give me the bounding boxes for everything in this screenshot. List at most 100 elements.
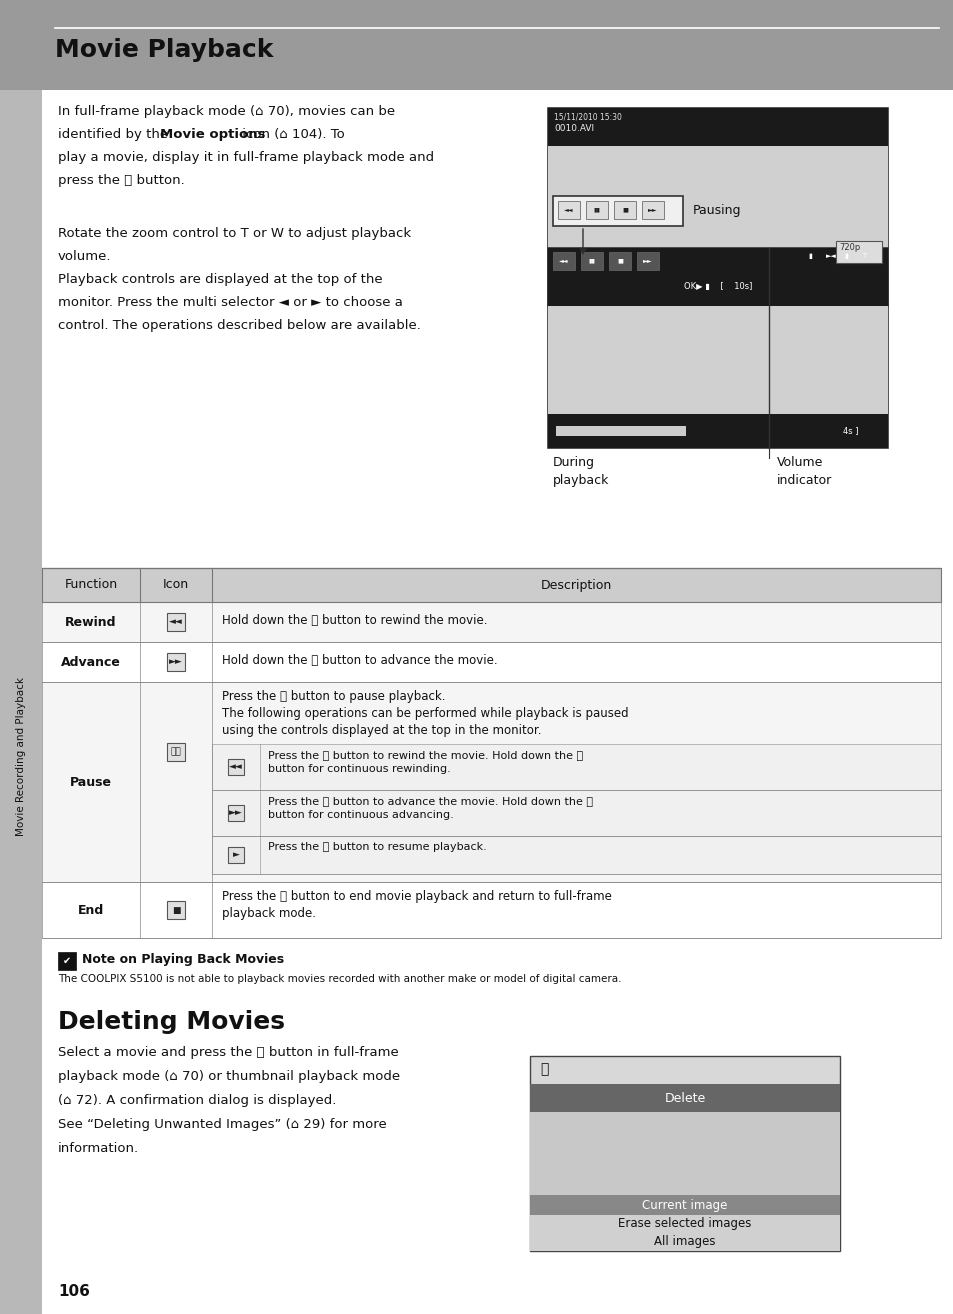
Text: using the controls displayed at the top in the monitor.: using the controls displayed at the top … <box>222 724 541 737</box>
Text: Advance: Advance <box>61 656 121 669</box>
Text: icon (⌂ 104). To: icon (⌂ 104). To <box>237 127 344 141</box>
Text: Rotate the zoom control to T or W to adjust playback: Rotate the zoom control to T or W to adj… <box>58 227 411 240</box>
Text: ▮: ▮ <box>843 254 847 259</box>
Text: ◄◄: ◄◄ <box>563 208 573 213</box>
Bar <box>585 201 607 219</box>
Text: 106: 106 <box>58 1284 90 1300</box>
Text: ►►: ►► <box>648 208 657 213</box>
Text: Playback controls are displayed at the top of the: Playback controls are displayed at the t… <box>58 273 382 286</box>
Text: ►: ► <box>233 850 239 859</box>
Text: ▮: ▮ <box>807 254 811 259</box>
Text: ◄◄: ◄◄ <box>169 618 183 627</box>
Text: ⎯⎯: ⎯⎯ <box>171 748 181 757</box>
Text: Erase selected images: Erase selected images <box>618 1218 751 1230</box>
Bar <box>42 882 940 938</box>
Bar <box>547 279 887 414</box>
Text: ◄◄: ◄◄ <box>558 259 568 264</box>
Bar <box>553 252 575 269</box>
Text: All images: All images <box>654 1235 715 1248</box>
Text: Press the ⒪ button to end movie playback and return to full-frame: Press the ⒪ button to end movie playback… <box>222 890 611 903</box>
Bar <box>553 196 682 226</box>
Text: button for continuous rewinding.: button for continuous rewinding. <box>268 763 450 774</box>
Text: play a movie, display it in full-frame playback mode and: play a movie, display it in full-frame p… <box>58 151 434 164</box>
Bar <box>580 252 602 269</box>
Text: Select a movie and press the 🗑 button in full-frame: Select a movie and press the 🗑 button in… <box>58 1046 398 1059</box>
Text: playback mode.: playback mode. <box>222 907 315 920</box>
Text: 0010.AVI: 0010.AVI <box>554 124 594 133</box>
Text: Press the ⒪ button to rewind the movie. Hold down the ⒪: Press the ⒪ button to rewind the movie. … <box>268 750 582 759</box>
Bar <box>0 0 953 89</box>
Bar <box>530 1215 840 1233</box>
Text: 720p: 720p <box>838 243 860 252</box>
Bar <box>556 426 656 436</box>
Bar <box>42 568 940 602</box>
Text: ▮▮: ▮▮ <box>593 208 599 213</box>
Bar <box>167 901 185 918</box>
Bar <box>547 146 887 272</box>
Text: Current image: Current image <box>641 1198 727 1212</box>
Bar <box>212 790 940 836</box>
Text: The following operations can be performed while playback is paused: The following operations can be performe… <box>222 707 628 720</box>
Bar <box>547 272 887 306</box>
Bar <box>530 1084 840 1112</box>
Text: ►►: ►► <box>642 259 652 264</box>
Bar <box>547 248 887 279</box>
Bar <box>530 1056 840 1251</box>
Text: monitor. Press the multi selector ◄ or ► to choose a: monitor. Press the multi selector ◄ or ►… <box>58 296 402 309</box>
Text: button for continuous advancing.: button for continuous advancing. <box>268 809 454 820</box>
Text: volume.: volume. <box>58 250 112 263</box>
Text: Press the ⒪ button to advance the movie. Hold down the ⒪: Press the ⒪ button to advance the movie.… <box>268 796 593 805</box>
Bar <box>556 426 685 436</box>
Text: 15/11/2010 15:30: 15/11/2010 15:30 <box>554 112 621 121</box>
Text: Delete: Delete <box>663 1092 705 1105</box>
Text: (⌂ 72). A confirmation dialog is displayed.: (⌂ 72). A confirmation dialog is display… <box>58 1095 336 1106</box>
Text: Function: Function <box>65 578 117 591</box>
Text: 🗑: 🗑 <box>539 1062 548 1076</box>
Text: Volume: Volume <box>776 456 822 469</box>
Bar <box>228 848 244 863</box>
Text: Icon: Icon <box>163 578 189 591</box>
Bar <box>547 248 887 448</box>
Text: ►►: ►► <box>169 657 183 666</box>
Text: Movie Playback: Movie Playback <box>55 38 274 62</box>
Text: Hold down the ⒪ button to advance the movie.: Hold down the ⒪ button to advance the mo… <box>222 654 497 668</box>
Text: playback mode (⌂ 70) or thumbnail playback mode: playback mode (⌂ 70) or thumbnail playba… <box>58 1070 399 1083</box>
Bar <box>42 682 940 882</box>
Bar <box>167 614 185 631</box>
Bar <box>42 643 940 682</box>
Text: Pause: Pause <box>70 775 112 788</box>
Bar <box>167 653 185 671</box>
Text: ◄◄: ◄◄ <box>229 762 243 771</box>
Text: End: End <box>78 904 104 916</box>
Text: Press the ⒪ button to pause playback.: Press the ⒪ button to pause playback. <box>222 690 445 703</box>
Text: ■: ■ <box>172 905 180 915</box>
Bar <box>58 953 76 970</box>
Bar <box>212 836 940 874</box>
Bar <box>167 742 185 761</box>
Text: ►►: ►► <box>229 808 243 817</box>
Bar <box>530 1112 840 1194</box>
Text: Rewind: Rewind <box>65 615 116 628</box>
Text: Pausing: Pausing <box>692 204 740 217</box>
Text: Movie options: Movie options <box>160 127 265 141</box>
Text: T: T <box>862 254 865 259</box>
Bar <box>608 252 630 269</box>
Text: ✔: ✔ <box>63 957 71 966</box>
Text: Deleting Movies: Deleting Movies <box>58 1010 285 1034</box>
Bar <box>547 108 887 146</box>
Text: ■: ■ <box>621 208 627 213</box>
Text: ►◄: ►◄ <box>825 254 836 259</box>
Bar <box>637 252 659 269</box>
Bar <box>0 89 42 1314</box>
Bar <box>530 1194 840 1215</box>
Bar <box>228 759 244 775</box>
Text: press the ⒪ button.: press the ⒪ button. <box>58 173 185 187</box>
Text: See “Deleting Unwanted Images” (⌂ 29) for more: See “Deleting Unwanted Images” (⌂ 29) fo… <box>58 1118 386 1131</box>
Bar <box>530 1233 840 1251</box>
Text: Press the ⒪ button to resume playback.: Press the ⒪ button to resume playback. <box>268 842 486 851</box>
Text: playback: playback <box>553 474 609 487</box>
Bar <box>641 201 663 219</box>
Bar <box>42 602 940 643</box>
Bar <box>547 414 887 448</box>
Bar <box>212 744 940 790</box>
